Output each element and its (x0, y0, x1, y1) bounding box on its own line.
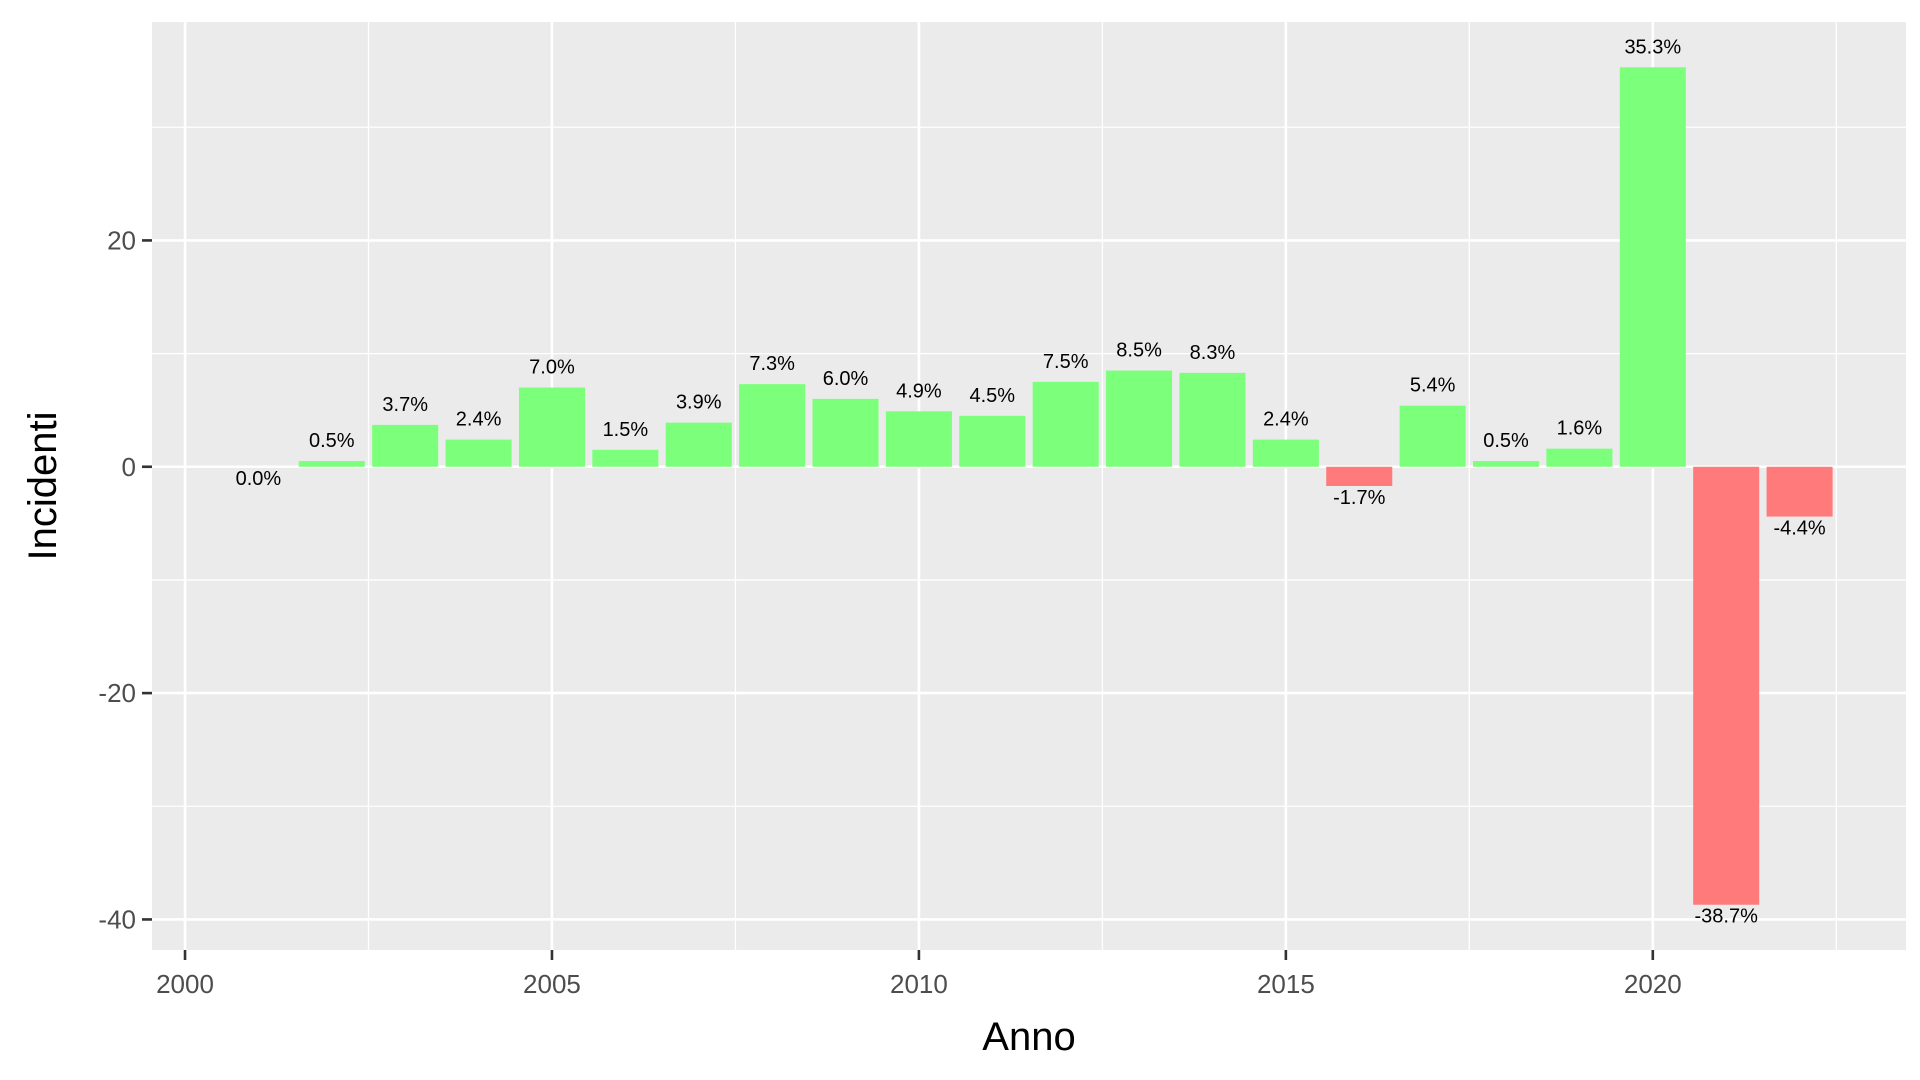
bar-value-label: 1.6% (1557, 418, 1603, 440)
bar-value-label: 4.9% (896, 380, 942, 402)
bar-value-label: -38.7% (1695, 906, 1759, 928)
bar (1766, 466, 1833, 517)
bar-value-label: 3.9% (676, 392, 722, 414)
bar-value-label: 4.5% (970, 385, 1016, 407)
data-labels: 0.0% 0.5% 3.7% 2.4% 7.0% 1.5% 3.9% 7.3% 6.0% 4.9%… (236, 36, 1826, 927)
x-tick-label: 2015 (1257, 969, 1315, 999)
bar (1032, 381, 1099, 467)
bar-value-label: 8.5% (1116, 340, 1162, 362)
x-tick-label: 2005 (523, 969, 581, 999)
bar (1399, 405, 1466, 467)
axes: -40 -20 0 20 2000 2005 2010 2015 2020 (98, 225, 1681, 999)
bar-value-label: 0.5% (1483, 430, 1529, 452)
bar-value-label: 3.7% (382, 394, 428, 416)
bar (518, 387, 585, 467)
bar-value-label: -1.7% (1333, 487, 1385, 509)
bar-value-label: 0.5% (309, 430, 355, 452)
y-tick-label: 0 (122, 452, 136, 482)
bar-value-label: 7.5% (1043, 351, 1089, 373)
minor-gridlines (152, 22, 1906, 950)
bar (1693, 466, 1760, 905)
bar-value-label: 1.5% (603, 419, 649, 441)
bar (445, 439, 512, 467)
bar (739, 384, 806, 467)
bar-value-label: 8.3% (1190, 342, 1236, 364)
y-axis-title: Incidenti (21, 412, 65, 561)
bar-value-label: 7.0% (529, 357, 575, 379)
bar (1546, 448, 1613, 467)
bar (372, 424, 439, 467)
bar-value-label: 5.4% (1410, 375, 1456, 397)
y-tick-label: -20 (98, 678, 136, 708)
bar (592, 449, 659, 467)
x-tick-label: 2020 (1624, 969, 1682, 999)
bar (298, 461, 365, 467)
y-tick-label: -40 (98, 904, 136, 934)
bar-value-label: -4.4% (1773, 518, 1825, 540)
bar-value-label: 2.4% (456, 409, 502, 431)
bar (885, 411, 952, 467)
bar (1179, 372, 1246, 467)
plot-panel (152, 22, 1906, 950)
bar (1473, 461, 1540, 467)
bars (298, 67, 1833, 905)
major-gridlines (152, 22, 1906, 950)
bar (1106, 370, 1173, 467)
bar (665, 422, 732, 467)
x-tick-label: 2010 (890, 969, 948, 999)
bar-value-label: 2.4% (1263, 409, 1309, 431)
x-tick-label: 2000 (156, 969, 214, 999)
bar-value-label: 0.0% (236, 468, 282, 490)
bar (1619, 67, 1686, 467)
bar-value-label: 35.3% (1624, 36, 1681, 58)
bar (959, 415, 1026, 467)
bar (1326, 466, 1393, 486)
x-axis-title: Anno (982, 1015, 1075, 1059)
bar (812, 398, 879, 467)
y-tick-label: 20 (107, 225, 136, 255)
bar (1252, 439, 1319, 467)
bar-value-label: 6.0% (823, 368, 869, 390)
bar-value-label: 7.3% (749, 353, 795, 375)
